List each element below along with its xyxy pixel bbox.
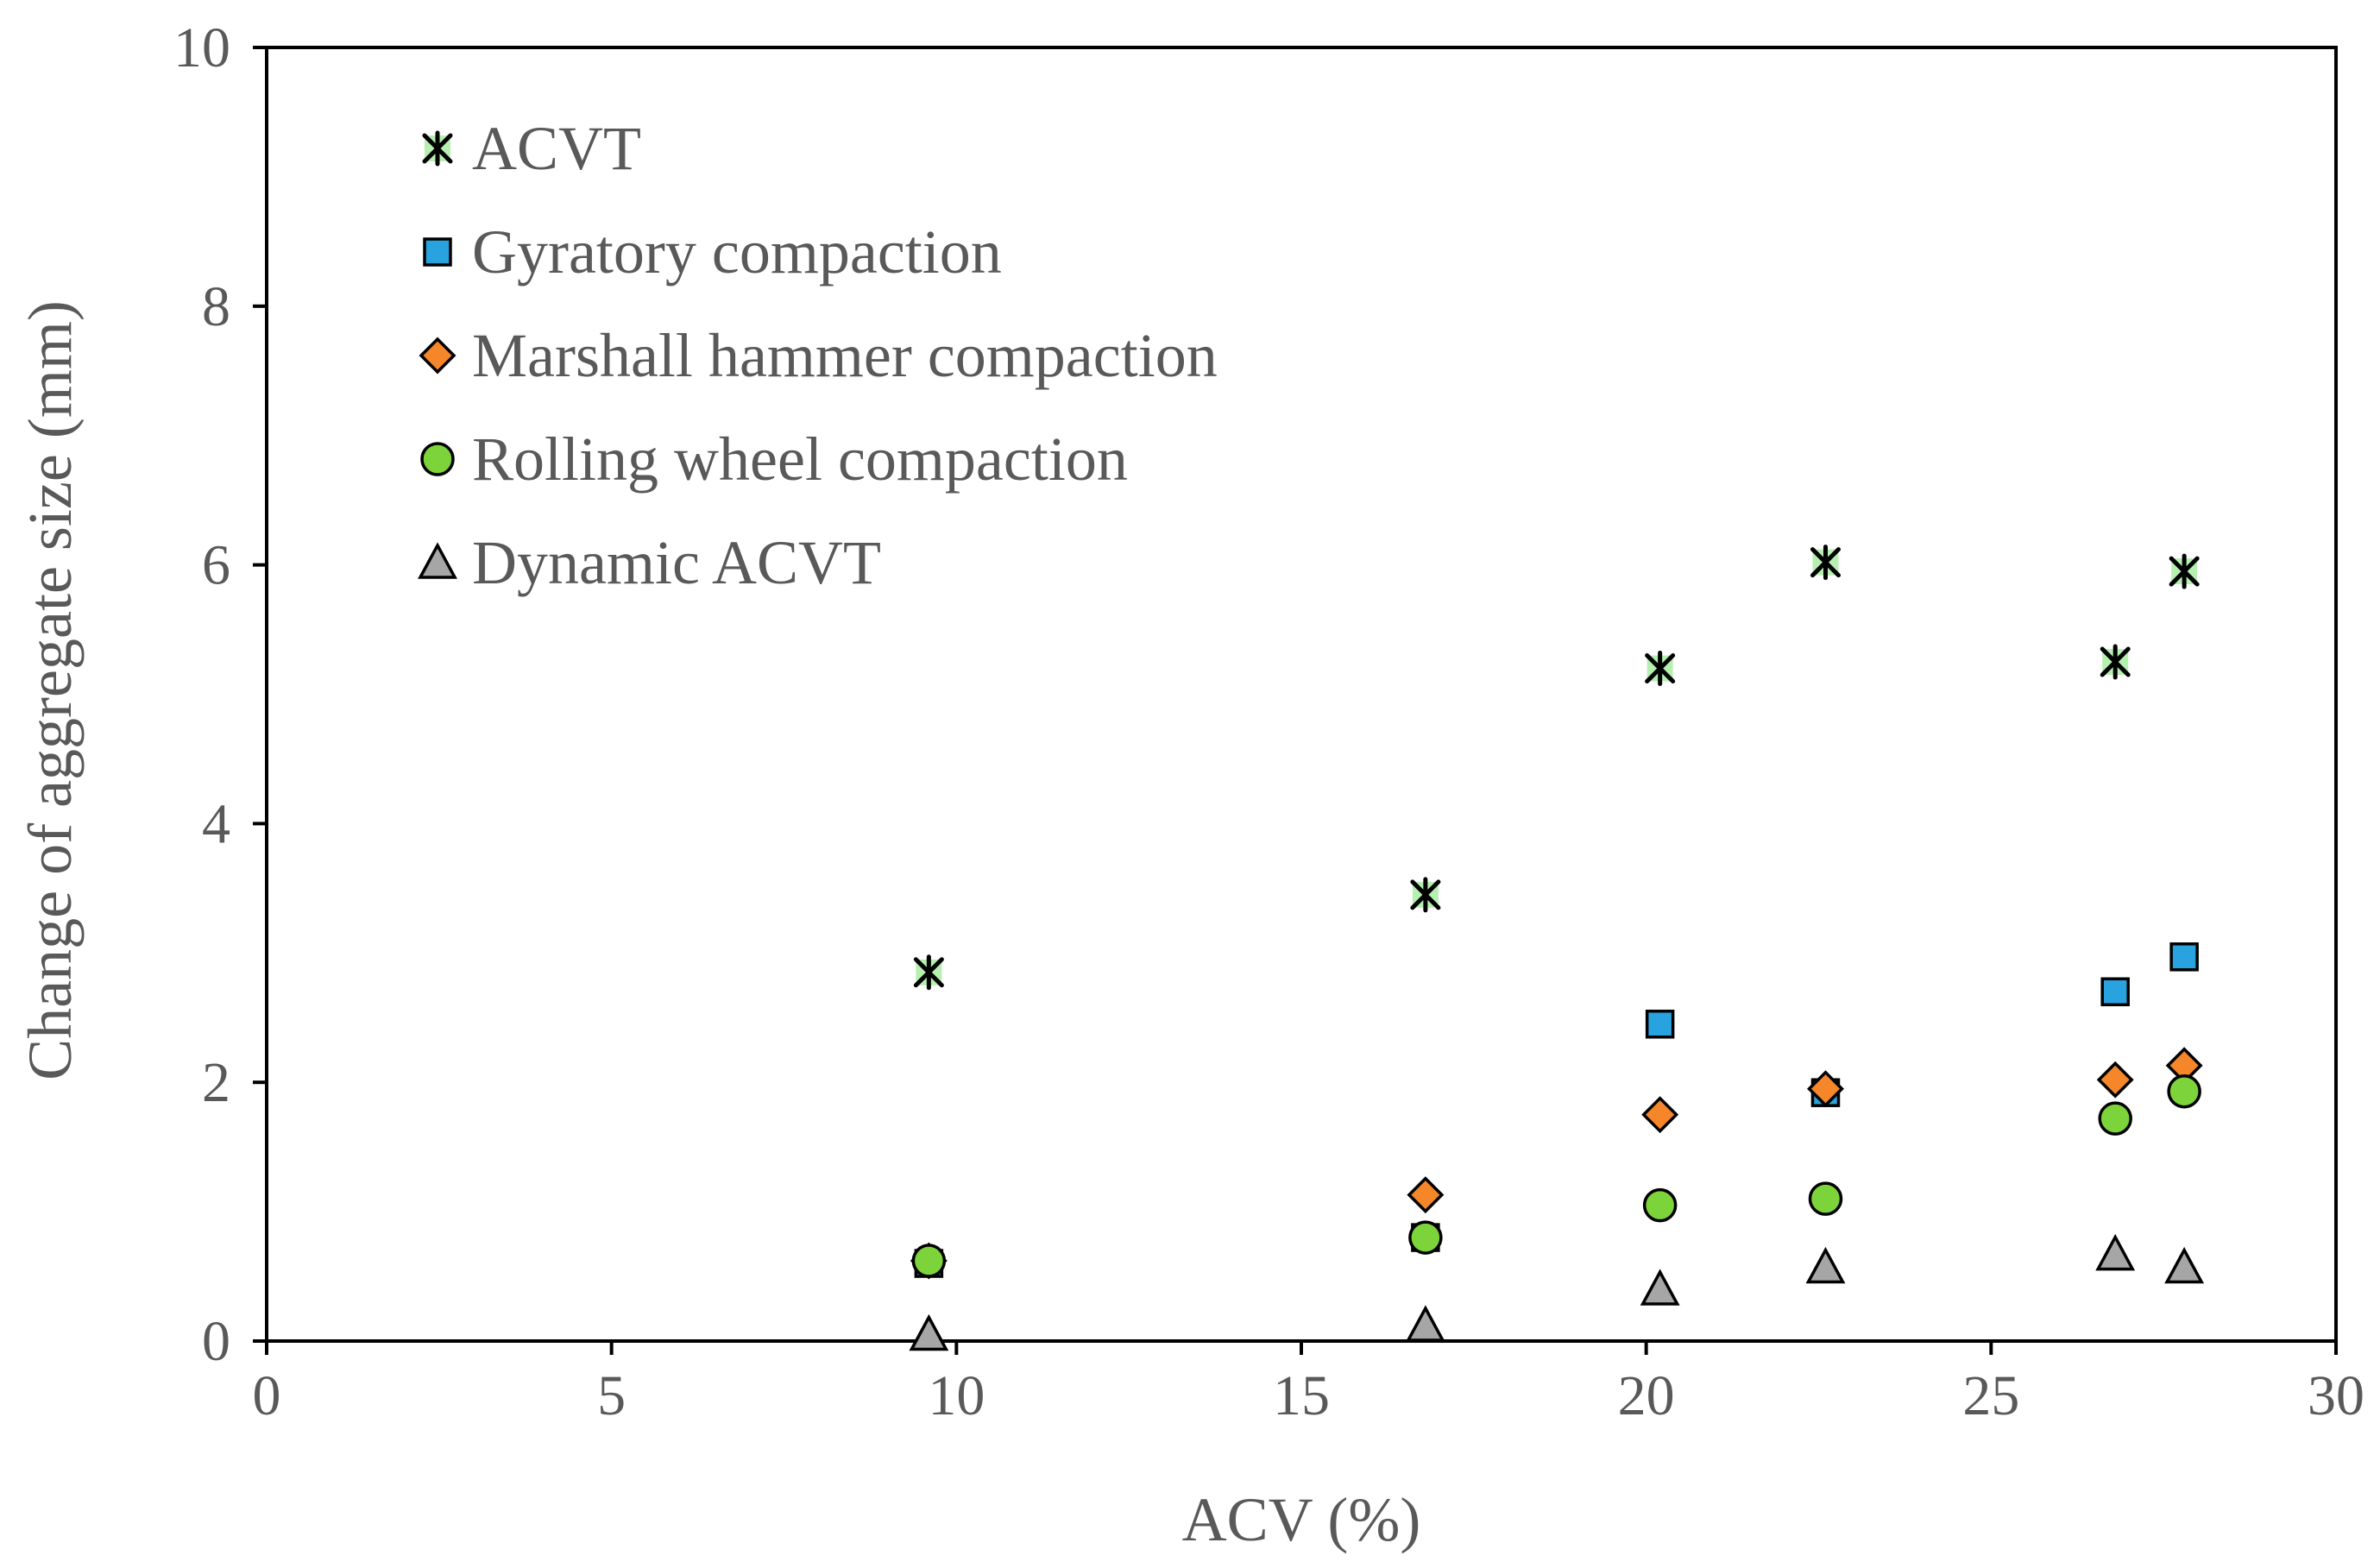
data-point xyxy=(1808,1181,1843,1216)
data-point xyxy=(1405,1305,1445,1342)
data-point xyxy=(2167,1074,2201,1109)
x-tick-label: 20 xyxy=(1618,1364,1675,1427)
data-point xyxy=(2098,1101,2132,1136)
data-point xyxy=(1645,1009,1675,1039)
data-point xyxy=(2095,1233,2136,1271)
data-point xyxy=(2169,942,2199,972)
series-0 xyxy=(913,545,2200,991)
data-point xyxy=(2169,553,2200,589)
y-tick-label: 10 xyxy=(173,16,230,79)
x-tick-label: 0 xyxy=(253,1364,281,1427)
legend-label: ACVT xyxy=(472,114,641,183)
data-point xyxy=(2164,1246,2205,1284)
data-point xyxy=(2100,977,2130,1007)
series-4 xyxy=(909,1233,2205,1351)
x-axis-title: ACV (%) xyxy=(1182,1485,1421,1554)
data-point xyxy=(1640,1269,1680,1306)
legend-label: Gyratory compaction xyxy=(472,217,1002,287)
y-tick-label: 4 xyxy=(202,792,230,855)
legend-label: Rolling wheel compaction xyxy=(472,425,1128,494)
legend-label: Marshall hammer compaction xyxy=(472,321,1218,390)
data-point xyxy=(909,1313,949,1351)
x-tick-label: 10 xyxy=(928,1364,985,1427)
data-point xyxy=(2096,1061,2134,1099)
data-point xyxy=(1410,877,1441,913)
x-tick-label: 5 xyxy=(597,1364,626,1427)
x-tick-label: 30 xyxy=(2308,1364,2364,1427)
x-axis-ticks: 0 5 10 15 20 25 30 xyxy=(253,1341,2364,1427)
legend-marker xyxy=(420,442,455,476)
legend-marker xyxy=(418,542,457,579)
data-point xyxy=(913,954,944,991)
legend-marker xyxy=(423,237,452,267)
data-point xyxy=(1805,1246,1846,1284)
data-point xyxy=(1641,1096,1679,1134)
data-point xyxy=(1807,1070,1844,1108)
y-tick-label: 8 xyxy=(202,275,230,338)
y-axis-ticks: 0 2 4 6 8 10 xyxy=(173,16,267,1373)
data-points xyxy=(909,545,2205,1351)
data-point xyxy=(2100,644,2131,680)
data-point xyxy=(1645,651,1676,687)
x-tick-label: 25 xyxy=(1962,1364,2019,1427)
y-tick-label: 0 xyxy=(202,1310,230,1373)
x-tick-label: 15 xyxy=(1273,1364,1330,1427)
series-3 xyxy=(911,1074,2201,1278)
data-point xyxy=(911,1244,947,1278)
y-tick-label: 2 xyxy=(202,1051,230,1114)
data-point xyxy=(1642,1187,1678,1223)
series-2 xyxy=(910,1047,2203,1280)
legend-marker xyxy=(422,130,453,167)
data-point xyxy=(1407,1176,1445,1214)
legend-marker xyxy=(419,337,456,375)
legend-label: Dynamic ACVT xyxy=(472,528,881,597)
series-1 xyxy=(914,942,2199,1278)
data-point xyxy=(1408,1220,1443,1255)
data-point xyxy=(1810,545,1841,581)
y-tick-label: 6 xyxy=(202,534,230,597)
y-axis-title: Change of aggregate size (mm) xyxy=(16,300,85,1080)
legend: ACVT Gyratory compaction Marshall hammer c… xyxy=(418,114,1218,597)
